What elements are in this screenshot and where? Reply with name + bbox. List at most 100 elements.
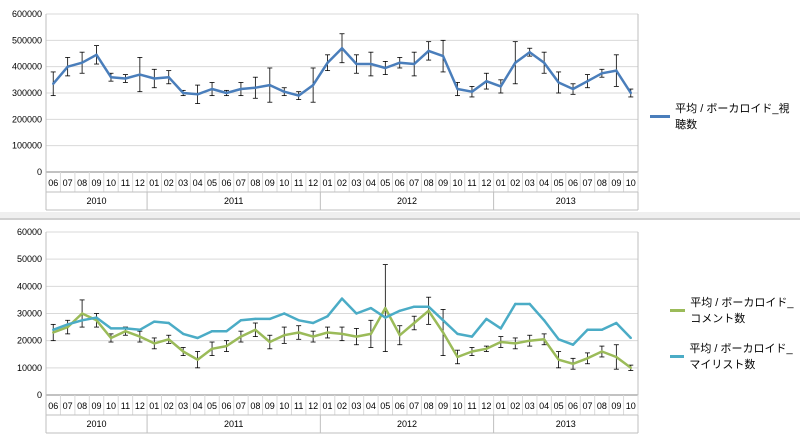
data-point	[514, 61, 517, 64]
y-tick-label: 40000	[17, 281, 42, 291]
year-label: 2012	[397, 196, 417, 206]
data-point	[254, 317, 257, 321]
chart-views-svg: 0 100000 200000 300000 400000 500000 600000 06 0…	[12, 9, 639, 211]
x-tick-label: 04	[539, 178, 549, 188]
y-tick-label: 600000	[12, 9, 42, 19]
data-point	[181, 332, 185, 336]
data-point	[615, 355, 618, 359]
data-point	[138, 335, 142, 338]
x-tick-label: 04	[193, 401, 203, 411]
data-point	[239, 87, 243, 91]
data-point	[196, 358, 199, 361]
x-tick-label: 08	[424, 178, 434, 188]
x-tick-label: 08	[597, 401, 607, 411]
x-tick-label: 04	[366, 178, 376, 188]
y-tick-label: 400000	[12, 62, 42, 72]
data-point	[456, 87, 459, 91]
x-tick-label: 12	[481, 178, 491, 188]
y-tick-label: 500000	[12, 35, 42, 45]
year-label: 2013	[556, 419, 576, 429]
data-point	[398, 61, 401, 64]
legend-label-views: 平均 / ボーカロイド_視聴数	[675, 103, 790, 131]
data-point	[210, 347, 214, 351]
year-label: 2013	[556, 196, 576, 206]
data-point	[355, 312, 358, 315]
x-tick-label: 09	[438, 401, 448, 411]
data-point	[297, 319, 300, 322]
data-point	[355, 335, 358, 338]
x-tick-label: 12	[481, 401, 491, 411]
x-tick-label: 01	[496, 178, 506, 188]
data-point	[80, 312, 84, 315]
year-label: 2011	[224, 196, 243, 206]
y-tick-label: 300000	[12, 88, 42, 98]
x-tick-label: 03	[351, 401, 361, 411]
data-point	[167, 338, 170, 341]
y-tick-label: 50000	[17, 254, 42, 264]
data-point	[80, 61, 84, 64]
x-tick-label: 11	[294, 178, 303, 188]
x-tick-label: 06	[395, 401, 405, 411]
data-point	[557, 81, 560, 84]
x-tick-label: 03	[178, 178, 188, 188]
x-tick-label: 07	[63, 401, 73, 411]
legend-label-mylists: 平均 / ボーカロイド_マイリスト数	[689, 343, 793, 371]
x-tick-label: 08	[424, 401, 434, 411]
data-point	[95, 53, 98, 57]
data-point	[485, 347, 488, 351]
x-tick-label: 03	[351, 178, 361, 188]
data-point	[629, 91, 632, 95]
data-point	[297, 331, 300, 334]
data-point	[283, 312, 286, 315]
data-point	[412, 321, 416, 325]
data-point	[95, 319, 98, 322]
data-point	[340, 332, 344, 336]
data-point	[369, 332, 373, 336]
x-tick-label: 11	[294, 401, 303, 411]
x-tick-label: 09	[265, 401, 275, 411]
data-point	[80, 319, 84, 322]
x-tick-label: 06	[568, 178, 578, 188]
year-label: 2010	[87, 196, 107, 206]
data-point	[427, 305, 430, 308]
data-point	[254, 328, 257, 331]
data-point	[196, 93, 199, 96]
data-point	[600, 72, 604, 75]
x-tick-label: 11	[467, 401, 476, 411]
chart-panel-views: 0 100000 200000 300000 400000 500000 600000 06 0…	[0, 0, 800, 212]
x-tick-label: 09	[92, 401, 102, 411]
data-point	[586, 328, 589, 331]
x-tick-label: 08	[77, 178, 87, 188]
data-point	[239, 335, 243, 338]
data-point	[456, 332, 459, 336]
data-point	[283, 334, 286, 337]
y-tick-label: 200000	[12, 114, 42, 124]
data-point	[398, 309, 401, 312]
data-point	[153, 320, 156, 323]
data-point	[311, 321, 315, 325]
data-point	[340, 297, 344, 300]
chart-comments-mylists-svg: 0 10000 20000 30000 40000 50000 60000 06 07 08 09 1…	[17, 227, 639, 434]
data-point	[225, 344, 228, 348]
x-tick-label: 12	[308, 178, 318, 188]
data-point	[153, 342, 156, 345]
x-tick-label: 08	[250, 401, 260, 411]
data-point	[412, 305, 416, 308]
data-point	[571, 343, 575, 346]
x-tick-label: 06	[48, 401, 58, 411]
data-point	[470, 90, 474, 93]
data-point	[181, 350, 185, 353]
y-tick-label: 0	[37, 167, 42, 177]
y-tick-label: 20000	[17, 336, 42, 346]
x-tick-label: 08	[597, 178, 607, 188]
x-tick-label: 04	[539, 401, 549, 411]
data-point	[153, 77, 156, 80]
data-point	[528, 50, 531, 54]
x-tick-label: 03	[525, 401, 535, 411]
data-point	[571, 87, 575, 91]
x-tick-label: 09	[92, 178, 102, 188]
x-tick-label: 09	[265, 178, 275, 188]
data-point	[499, 327, 503, 330]
data-point	[326, 315, 329, 318]
x-tick-label: 03	[525, 178, 535, 188]
